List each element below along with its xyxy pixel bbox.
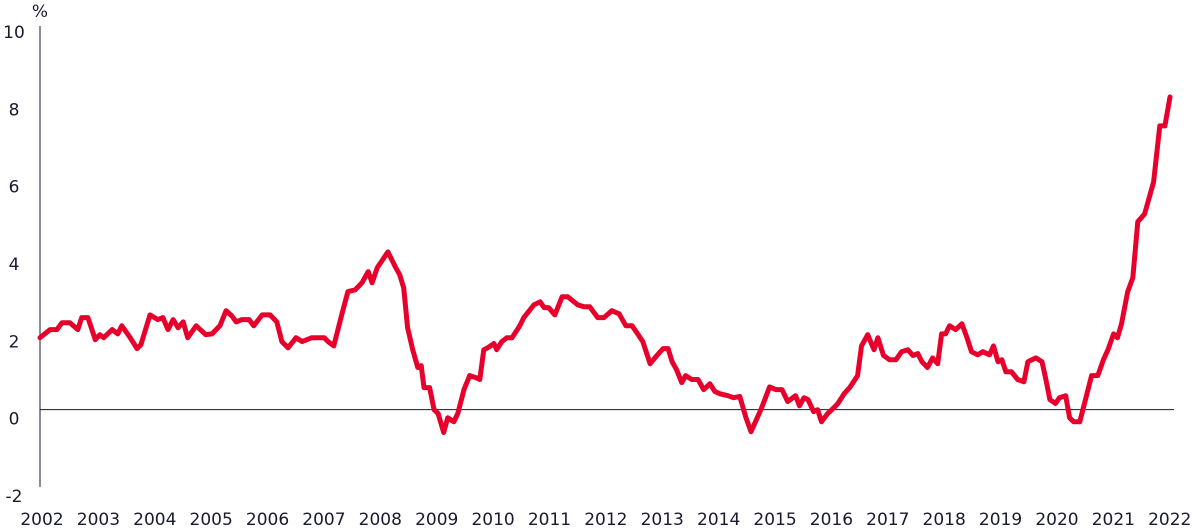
- y-tick-label: 2: [9, 332, 20, 352]
- y-tick-label: 4: [9, 255, 20, 275]
- x-tick-label: 2002: [20, 510, 63, 530]
- x-tick-label: 2021: [1092, 510, 1135, 530]
- y-axis-label: %: [32, 2, 48, 22]
- x-tick-label: 2020: [1035, 510, 1078, 530]
- y-tick-label: 0: [9, 410, 20, 430]
- x-tick-label: 2022: [1148, 510, 1191, 530]
- y-tick-label: 6: [9, 178, 20, 198]
- x-tick-label: 2008: [359, 510, 402, 530]
- x-tick-label: 2003: [77, 510, 120, 530]
- y-tick-label: -2: [6, 487, 23, 507]
- x-tick-label: 2004: [133, 510, 176, 530]
- y-tick-label: 10: [3, 23, 25, 43]
- x-tick-label: 2019: [979, 510, 1022, 530]
- x-tick-label: 2011: [528, 510, 571, 530]
- x-tick-label: 2007: [302, 510, 345, 530]
- y-tick-label: 8: [9, 100, 20, 120]
- x-tick-label: 2013: [641, 510, 684, 530]
- line: [37, 94, 1173, 435]
- x-tick-label: 2009: [415, 510, 458, 530]
- x-tick-label: 2014: [697, 510, 740, 530]
- x-tick-label: 2015: [753, 510, 796, 530]
- x-tick-label: 2006: [246, 510, 289, 530]
- x-tick-label: 2005: [190, 510, 233, 530]
- x-tick-label: 2010: [471, 510, 514, 530]
- x-tick-label: 2012: [584, 510, 627, 530]
- x-tick-label: 2018: [923, 510, 966, 530]
- x-tick-label: 2017: [866, 510, 909, 530]
- x-tick-label: 2016: [810, 510, 853, 530]
